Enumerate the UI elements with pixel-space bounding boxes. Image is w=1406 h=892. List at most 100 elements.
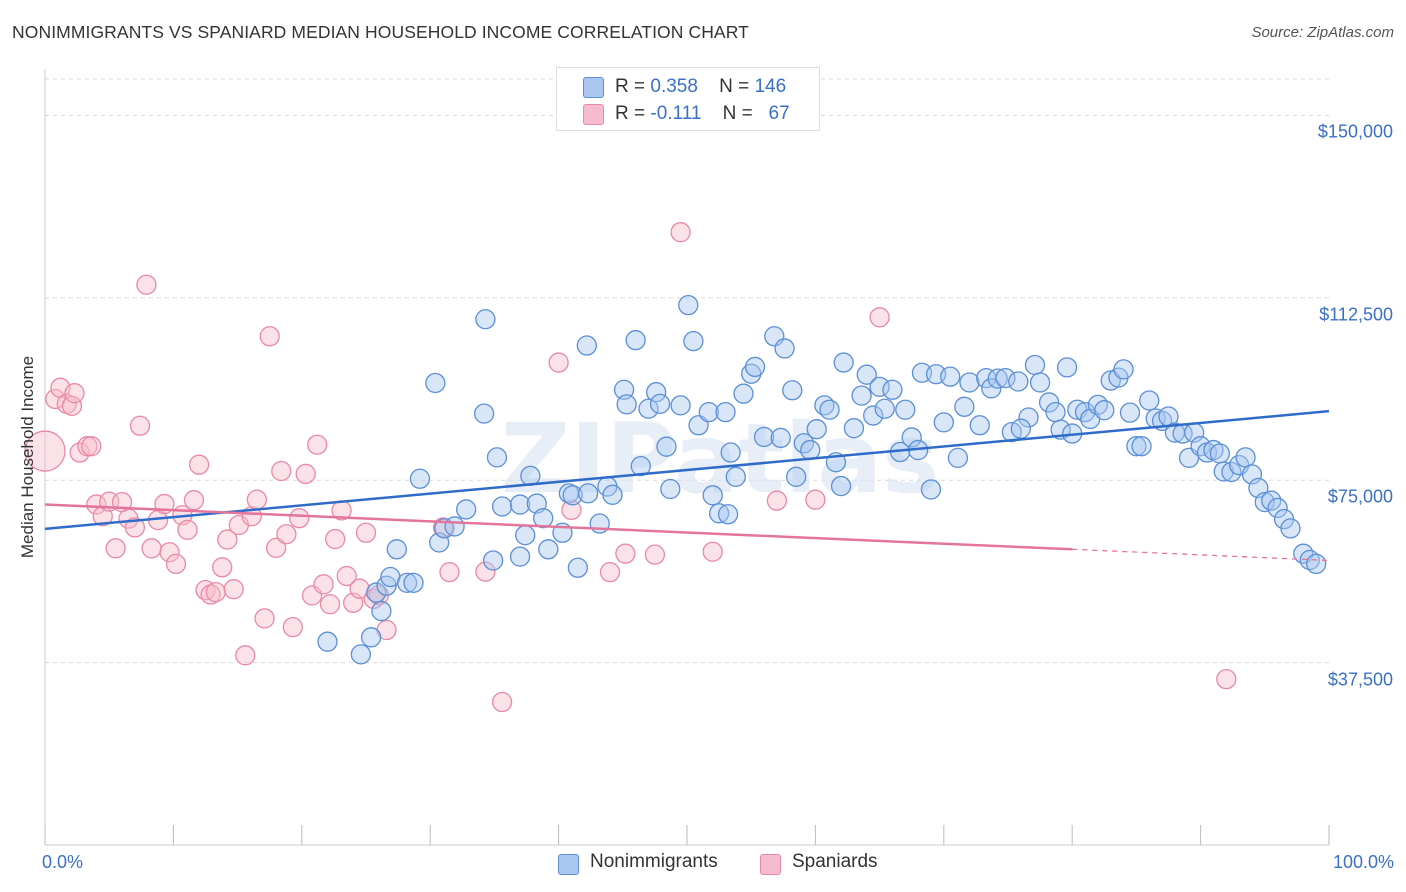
n-label: N = [722,103,753,124]
nonimmigrants-trend-line [44,409,1330,531]
nonimmigrants-point-36 [602,484,623,505]
spaniards-point-54 [355,522,377,543]
spaniards-points [24,222,1237,713]
spaniards-point-21 [159,542,180,563]
spaniards-point-29 [205,581,226,603]
spaniards-point-64 [599,562,621,583]
nonimmigrants-point-94 [987,368,1008,389]
nonimmigrants-point-53 [715,401,736,423]
spaniards-point-42 [282,616,303,638]
nonimmigrants-point-46 [670,395,691,416]
nonimmigrants-point-13 [434,518,455,539]
nonimmigrants-point-10 [409,468,431,489]
nonimmigrants-point-27 [538,539,559,560]
spaniards-point-40 [271,460,292,482]
nonimmigrants-point-100 [1029,372,1051,393]
nonimmigrants-point-78 [882,379,903,400]
nonimmigrants-point-116 [1131,436,1152,457]
spaniards-point-24 [177,519,198,540]
spaniards-point-31 [217,529,238,550]
nonimmigrants-point-40 [630,455,651,477]
trend-lines [44,409,1330,562]
nonimmigrants-point-142 [1306,553,1327,575]
spaniards-point-30 [212,557,233,578]
nonimmigrants-point-7 [386,539,407,560]
nonimmigrants-point-16 [473,403,495,424]
nonimmigrants-point-95 [995,367,1016,389]
spaniards-point-61 [491,691,513,713]
spaniards-point-9 [86,494,107,515]
nonimmigrants-point-26 [533,508,554,529]
nonimmigrants-point-20 [491,496,513,517]
blue-legend-swatch [558,854,579,875]
nonimmigrants-point-76 [869,376,890,398]
nonimmigrants-point-81 [901,427,922,448]
nonimmigrants-point-91 [969,415,990,436]
nonimmigrants-point-58 [744,356,766,378]
nonimmigrants-point-137 [1267,497,1288,519]
nonimmigrants-point-59 [753,426,775,448]
nonimmigrants-point-38 [616,394,637,415]
nonimmigrants-point-32 [576,335,597,356]
nonimmigrants-point-139 [1280,518,1301,539]
nonimmigrants-point-102 [1045,401,1066,423]
nonimmigrants-point-132 [1235,447,1256,468]
legend-label-spaniards: Spaniards [792,851,878,872]
nonimmigrants-point-71 [833,352,854,373]
spaniards-point-68 [702,541,723,562]
spaniards-point-39 [265,537,287,558]
spaniards-point-41 [276,524,297,545]
source-credit: Source: ZipAtlas.com [1251,24,1394,41]
spaniards-point-4 [61,395,83,416]
nonimmigrants-point-90 [959,372,980,393]
nonimmigrants-point-3 [366,582,387,603]
spaniards-point-16 [129,415,151,436]
spaniards-point-60 [475,561,496,582]
spaniards-point-0 [24,430,66,472]
blue-swatch [583,77,604,98]
nonimmigrants-point-93 [981,378,1002,399]
spaniards-point-53 [349,578,370,599]
spaniards-point-46 [307,434,328,455]
nonimmigrants-point-55 [725,466,746,487]
nonimmigrants-point-74 [856,364,877,385]
nonimmigrants-point-66 [800,439,821,461]
spaniards-point-17 [136,274,157,295]
spaniards-point-8 [81,436,102,457]
spaniards-point-49 [325,528,346,550]
nonimmigrants-point-43 [649,393,671,415]
n-value-blue: 146 [754,76,787,97]
spaniards-point-51 [336,565,357,587]
spaniards-point-26 [188,454,210,475]
nonimmigrants-point-54 [720,442,741,463]
nonimmigrants-point-30 [562,485,583,506]
nonimmigrants-point-61 [770,427,791,449]
nonimmigrants-point-21 [509,494,531,515]
r-label: R = [615,76,646,97]
grid-lines [45,78,1329,664]
n-label: N = [719,76,750,97]
n-value-pink: 67 [768,103,790,124]
nonimmigrants-point-113 [1113,359,1134,380]
nonimmigrants-point-1 [350,644,372,665]
nonimmigrants-point-48 [683,330,704,352]
nonimmigrants-point-9 [403,572,424,594]
nonimmigrants-point-88 [947,447,969,469]
spaniards-point-38 [259,326,280,347]
y-tick-label-1: $75,000 [1327,486,1393,507]
nonimmigrants-point-130 [1221,461,1242,483]
nonimmigrants-point-23 [515,525,536,546]
nonimmigrants-point-84 [920,479,942,500]
nonimmigrants-point-11 [425,372,446,394]
nonimmigrants-point-80 [895,399,916,420]
nonimmigrants-point-73 [851,385,872,406]
spaniards-point-59 [439,562,460,583]
nonimmigrants-points [317,295,1327,665]
nonimmigrants-point-115 [1126,436,1147,457]
chart-title: NONIMMIGRANTS VS SPANIARD MEDIAN HOUSEHO… [12,22,749,42]
spaniards-point-43 [289,508,310,529]
nonimmigrants-point-77 [874,398,895,419]
nonimmigrants-point-63 [782,380,803,401]
spaniards-point-5 [64,383,85,404]
nonimmigrants-point-129 [1213,461,1234,482]
